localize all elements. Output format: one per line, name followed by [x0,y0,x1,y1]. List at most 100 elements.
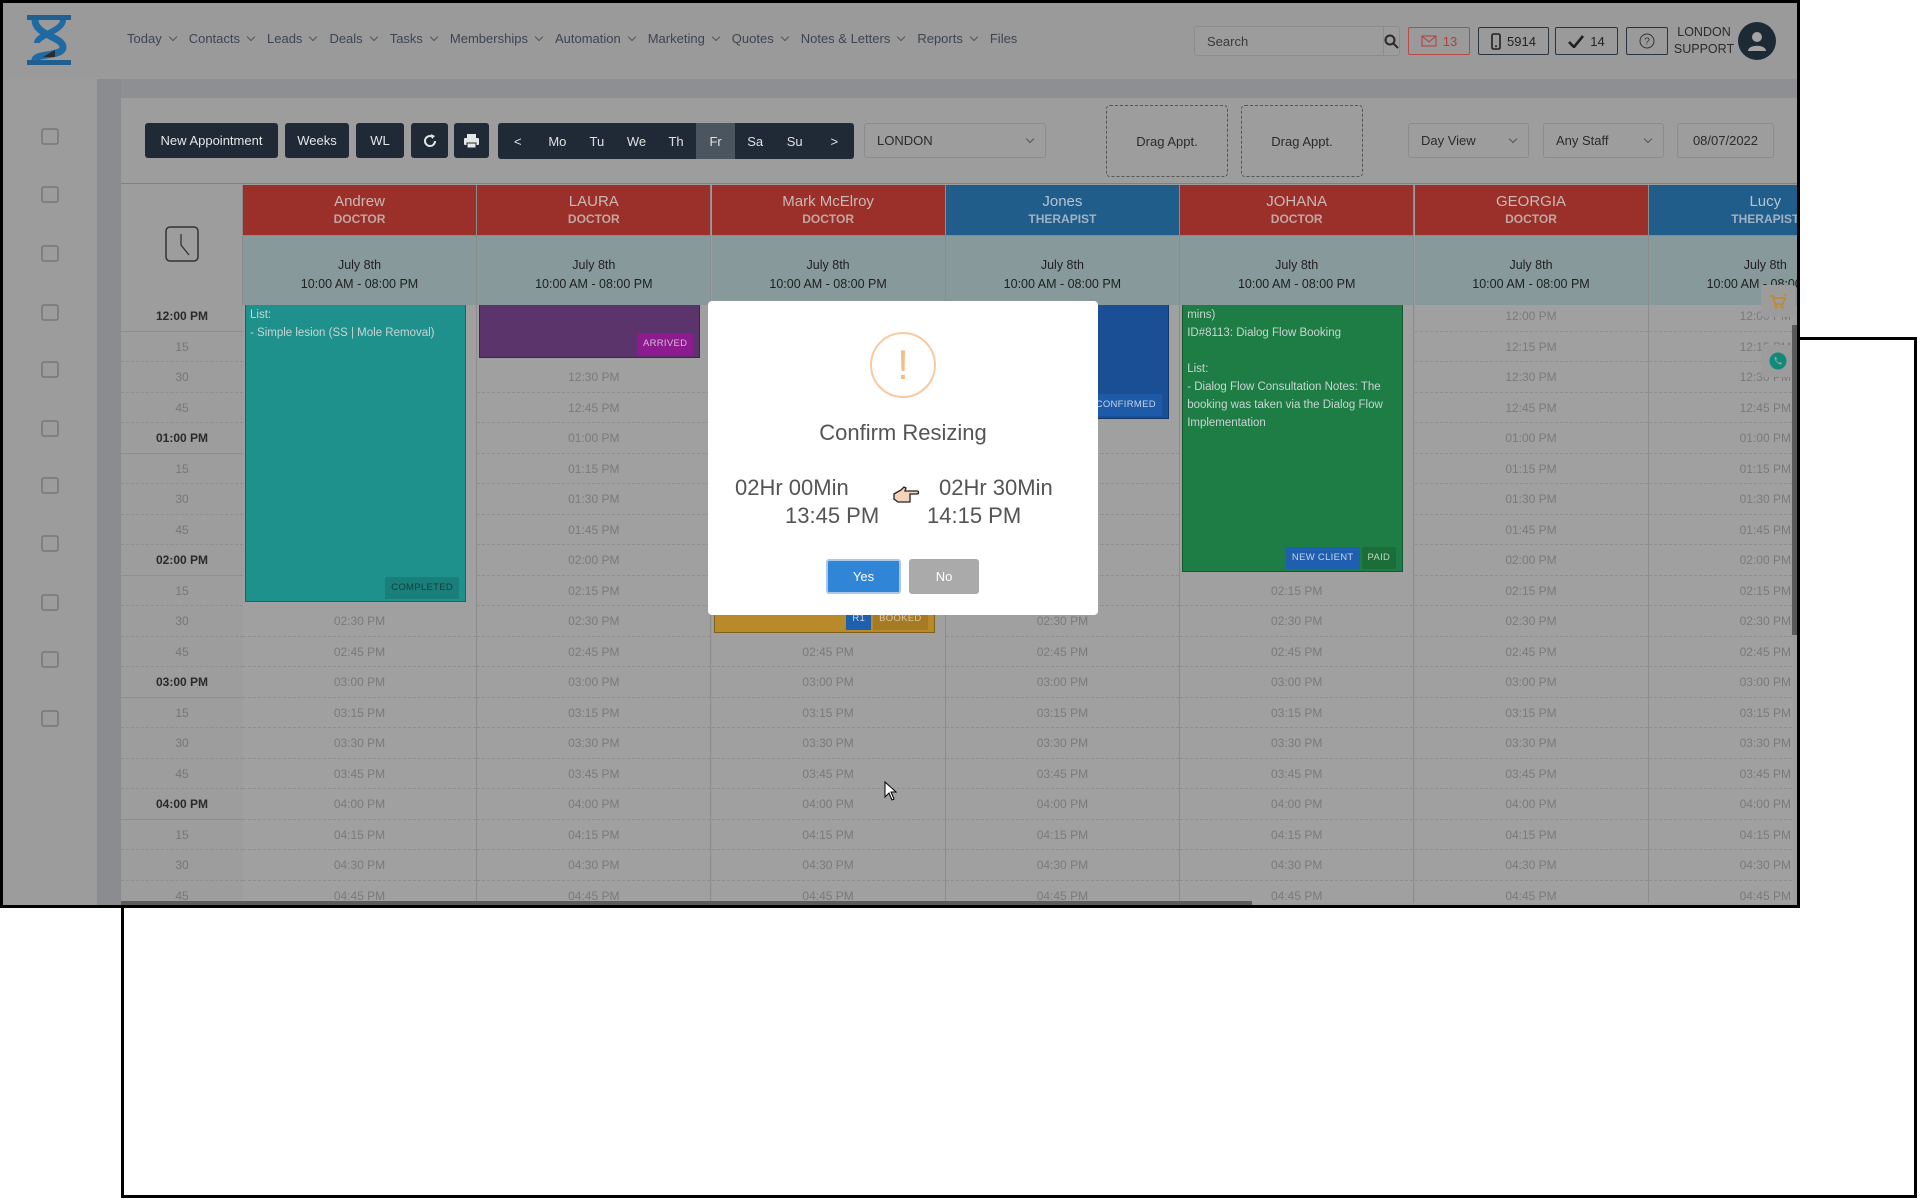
time-slot[interactable]: 01:45 PM [477,515,711,545]
time-slot[interactable]: 03:00 PM [1414,667,1648,698]
time-slot[interactable]: 02:45 PM [243,637,476,667]
time-slot[interactable]: 02:15 PM [1648,576,1793,606]
time-slot[interactable]: 04:15 PM [711,820,945,850]
time-slot[interactable]: 03:30 PM [711,728,945,759]
time-slot[interactable]: 01:15 PM [1414,454,1648,484]
time-slot[interactable]: 02:30 PM [945,606,1179,637]
time-slot[interactable]: 04:15 PM [945,820,1179,850]
time-slot[interactable]: 04:45 PM [946,881,1179,904]
menu-item-notes-letters[interactable]: Notes & Letters [801,31,906,46]
time-slot[interactable]: 04:15 PM [1414,820,1648,850]
menu-item-reports[interactable]: Reports [917,31,979,46]
time-slot[interactable]: 12:00 PM [1414,301,1648,332]
time-slot[interactable]: 12:30 PM [1414,362,1648,393]
user-circle-icon[interactable] [39,648,61,670]
time-slot[interactable]: 04:00 PM [1180,789,1414,820]
time-slot[interactable]: 04:30 PM [945,850,1179,881]
time-slot[interactable]: 02:30 PM [1180,606,1414,637]
time-slot[interactable]: 02:00 PM [1648,545,1793,576]
time-slot[interactable]: 04:00 PM [1648,789,1793,820]
time-slot[interactable]: 03:30 PM [243,728,476,759]
time-slot[interactable]: 03:00 PM [243,667,476,698]
time-slot[interactable]: 03:30 PM [1414,728,1648,759]
user-name[interactable]: LONDON SUPPORT [1671,24,1737,58]
appointment-card[interactable]: List: - Simple lesion (SS | Mole Removal)… [245,301,466,602]
menu-item-tasks[interactable]: Tasks [390,31,439,46]
time-slot[interactable]: 02:45 PM [1648,637,1793,667]
day-button-mo[interactable]: Mo [548,133,567,149]
time-slot[interactable]: 03:15 PM [1180,698,1414,728]
time-slot[interactable]: 03:15 PM [1414,698,1648,728]
call-button[interactable] [1761,345,1795,377]
time-slot[interactable]: 01:00 PM [477,423,711,454]
time-slot[interactable]: 03:30 PM [1180,728,1414,759]
staff-header[interactable]: Andrew DOCTOR July 8th 10:00 AM - 08:00 PM [243,185,477,305]
menu-item-contacts[interactable]: Contacts [189,31,256,46]
time-slot[interactable]: 03:45 PM [243,759,476,789]
box-icon[interactable] [39,183,61,205]
staff-header[interactable]: Jones THERAPIST July 8th 10:00 AM - 08:00 P… [945,185,1180,305]
time-slot[interactable]: 02:30 PM [477,606,711,637]
report-icon[interactable] [39,591,61,613]
time-slot[interactable]: 04:15 PM [477,820,711,850]
search-button[interactable] [1383,27,1399,55]
time-slot[interactable]: 04:00 PM [243,789,476,820]
time-slot[interactable]: 04:30 PM [711,850,945,881]
sms-button[interactable]: 5914 [1478,27,1549,55]
time-slot[interactable]: 02:00 PM [1414,545,1648,576]
time-slot[interactable]: 04:00 PM [711,789,945,820]
weeks-button[interactable]: Weeks [285,123,349,158]
date-picker[interactable]: 08/07/2022 [1677,123,1774,158]
time-slot[interactable]: 02:30 PM [243,606,476,637]
time-slot[interactable]: 03:45 PM [945,759,1179,789]
time-slot[interactable]: 12:45 PM [1648,393,1793,423]
time-slot[interactable]: 02:15 PM [1180,576,1414,606]
horizontal-scrollbar[interactable] [121,901,1252,905]
time-slot[interactable]: 03:15 PM [1648,698,1793,728]
menu-item-today[interactable]: Today [127,31,177,46]
staff-select[interactable]: Any Staff [1543,123,1664,158]
time-slot[interactable]: 04:30 PM [1648,850,1793,881]
time-slot[interactable]: 01:30 PM [1648,484,1793,515]
time-slot[interactable]: 03:45 PM [1414,759,1648,789]
calendar-icon[interactable] [39,125,61,147]
time-slot[interactable]: 04:45 PM [712,881,945,904]
time-slot[interactable]: 12:30 PM [477,362,711,393]
day-button-fr[interactable]: Fr [695,123,736,159]
cart-icon[interactable] [39,474,61,496]
day-button-th[interactable]: Th [668,133,684,149]
view-select[interactable]: Day View [1408,123,1529,158]
time-slot[interactable]: 04:45 PM [1415,881,1648,904]
menu-item-marketing[interactable]: Marketing [648,31,721,46]
staff-header[interactable]: Mark McElroy DOCTOR July 8th 10:00 AM - 08:… [711,185,946,305]
gift-icon[interactable] [39,417,61,439]
time-slot[interactable]: 01:45 PM [1648,515,1793,545]
time-slot[interactable]: 03:00 PM [1180,667,1414,698]
appointment-card[interactable]: mins) ID#8113: Dialog Flow Booking List: - … [1182,301,1404,572]
time-slot[interactable]: 04:15 PM [1180,820,1414,850]
time-slot[interactable]: 02:30 PM [1648,606,1793,637]
time-slot[interactable]: 03:00 PM [711,667,945,698]
time-slot[interactable]: 03:15 PM [711,698,945,728]
time-slot[interactable]: 03:45 PM [711,759,945,789]
appointment-card[interactable]: ARRIVED [479,301,701,358]
time-slot[interactable]: 03:45 PM [1648,759,1793,789]
time-slot[interactable]: 01:00 PM [1414,423,1648,454]
waitlist-button[interactable]: WL [356,123,404,158]
time-slot[interactable]: 02:45 PM [1180,637,1414,667]
time-slot[interactable]: 03:15 PM [477,698,711,728]
day-button-we[interactable]: We [626,133,647,149]
time-slot[interactable]: 02:45 PM [711,637,945,667]
drag-appointment-slot[interactable]: Drag Appt. [1241,105,1363,177]
drag-appointment-slot[interactable]: Drag Appt. [1106,105,1228,177]
time-slot[interactable]: 03:45 PM [477,759,711,789]
avatar[interactable] [1738,22,1776,60]
new-appointment-button[interactable]: New Appointment [145,123,278,158]
menu-item-memberships[interactable]: Memberships [450,31,544,46]
time-slot[interactable]: 03:00 PM [1648,667,1793,698]
time-slot[interactable]: 04:15 PM [243,820,476,850]
time-slot[interactable]: 12:45 PM [477,393,711,423]
time-slot[interactable]: 04:00 PM [945,789,1179,820]
time-slot[interactable]: 12:45 PM [1414,393,1648,423]
day-button-sa[interactable]: Sa [747,133,764,149]
